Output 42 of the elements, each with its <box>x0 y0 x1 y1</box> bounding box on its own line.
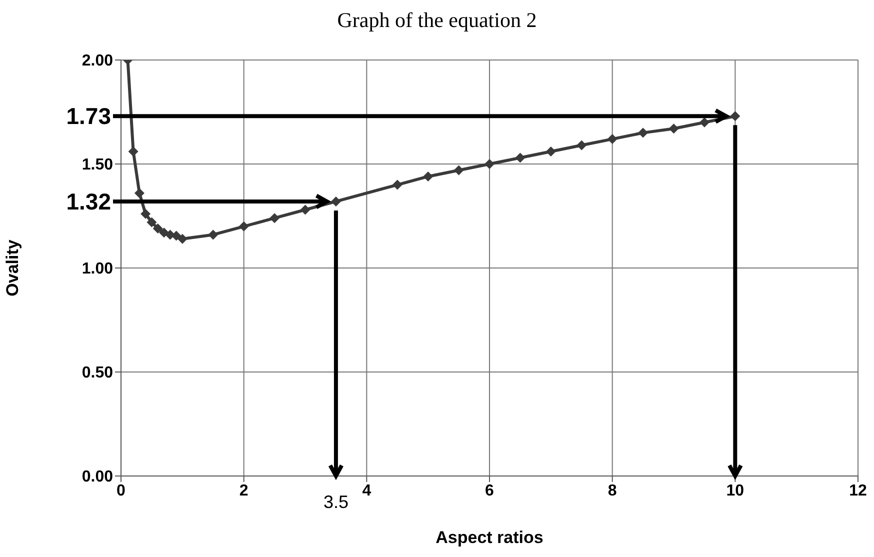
point <box>238 221 249 232</box>
point <box>128 146 138 157</box>
point <box>638 128 648 138</box>
point <box>177 234 188 244</box>
point <box>330 196 341 206</box>
y-tick-label: 0.50 <box>82 364 114 382</box>
ref-line-label: 3.5 <box>323 492 348 512</box>
point <box>171 230 182 241</box>
point <box>146 217 157 228</box>
ref-line-label: 1.32 <box>66 188 111 214</box>
y-tick-label: 1.50 <box>82 156 114 174</box>
point <box>607 134 618 144</box>
x-tick-label: 2 <box>239 482 248 500</box>
point <box>392 180 402 190</box>
y-tick-label: 1.00 <box>82 260 114 278</box>
point <box>140 208 151 219</box>
point <box>270 213 280 224</box>
point <box>208 230 218 240</box>
point <box>152 223 163 234</box>
x-tick-label: 6 <box>485 482 494 500</box>
x-axis-title: Aspect ratios <box>436 528 544 547</box>
point <box>668 124 679 134</box>
x-tick-label: 4 <box>362 482 372 500</box>
x-tick-label: 10 <box>726 482 744 500</box>
y-axis-title: Ovality <box>3 239 22 296</box>
point <box>484 159 494 169</box>
chart-title: Graph of the equation 2 <box>336 8 538 33</box>
point <box>134 188 144 198</box>
x-tick-label: 8 <box>608 482 617 500</box>
ref-line-label: 1.73 <box>66 103 111 130</box>
point <box>730 111 740 122</box>
y-tick-label: 0.00 <box>82 468 114 486</box>
point <box>546 146 556 157</box>
x-tick-label: 12 <box>849 482 867 500</box>
point <box>300 204 310 215</box>
y-tick-label: 2.00 <box>82 52 114 70</box>
point <box>423 171 434 182</box>
point <box>454 165 464 176</box>
x-tick-label: 0 <box>116 482 126 500</box>
point <box>699 117 710 128</box>
point <box>576 140 587 150</box>
point <box>515 152 526 163</box>
